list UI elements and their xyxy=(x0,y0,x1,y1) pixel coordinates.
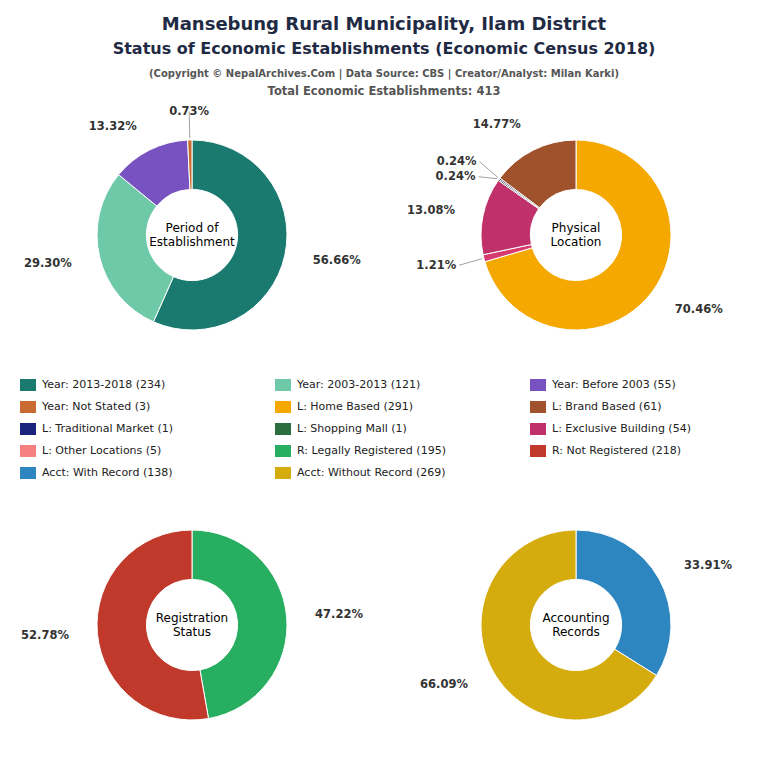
legend-label: L: Brand Based (61) xyxy=(552,400,661,413)
legend-swatch xyxy=(275,467,291,479)
donut-chart: 47.22% 52.78% RegistrationStatus xyxy=(21,530,363,720)
donut-chart: 33.91% 66.09% AccountingRecords xyxy=(420,530,732,720)
slice xyxy=(481,530,656,720)
legend-swatch xyxy=(275,423,291,435)
legend-label: L: Exclusive Building (54) xyxy=(552,422,691,435)
legend-swatch xyxy=(20,445,36,457)
annotation: Total Economic Establishments: 413 xyxy=(268,84,501,98)
legend-swatch xyxy=(20,379,36,391)
leader-line xyxy=(478,177,497,179)
legend-swatch xyxy=(530,379,546,391)
legend-label: R: Legally Registered (195) xyxy=(297,444,446,457)
data-label: 0.24% xyxy=(437,154,477,168)
legend-label: Acct: Without Record (269) xyxy=(297,466,446,479)
legend-swatch xyxy=(530,401,546,413)
legend-label: R: Not Registered (218) xyxy=(552,444,681,457)
slice xyxy=(576,530,671,675)
slice xyxy=(119,140,190,206)
legend-swatch xyxy=(20,423,36,435)
legend-label: Year: Before 2003 (55) xyxy=(551,378,676,391)
legend-swatch xyxy=(275,379,291,391)
legend-label: Acct: With Record (138) xyxy=(42,466,173,479)
legend-label: Year: 2013-2018 (234) xyxy=(41,378,165,391)
data-label: 1.21% xyxy=(416,258,456,272)
legend-label: L: Shopping Mall (1) xyxy=(297,422,407,435)
legend-swatch xyxy=(275,401,291,413)
center-label: RegistrationStatus xyxy=(156,611,228,639)
legend-label: L: Traditional Market (1) xyxy=(42,422,173,435)
center-label: PhysicalLocation xyxy=(551,221,602,249)
legend: Year: 2013-2018 (234) Year: 2003-2013 (12… xyxy=(20,378,691,479)
data-label: 66.09% xyxy=(420,677,468,691)
legend-swatch xyxy=(20,467,36,479)
data-label: 52.78% xyxy=(21,628,69,642)
center-label: AccountingRecords xyxy=(542,611,609,639)
data-label: 29.30% xyxy=(24,256,72,270)
data-label: 14.77% xyxy=(473,117,521,131)
data-label: 56.66% xyxy=(313,253,361,267)
donut-chart: 70.46% 1.21% 13.08% 0.24%0.24% 14.77% Physica… xyxy=(407,117,723,330)
slice xyxy=(188,140,192,189)
data-label: 70.46% xyxy=(675,302,723,316)
annotation: (Copyright © NepalArchives.Com | Data So… xyxy=(149,68,619,80)
legend-label: Year: Not Stated (3) xyxy=(41,400,150,413)
legend-label: L: Home Based (291) xyxy=(297,400,413,413)
subtitle: Status of Economic Establishments (Econo… xyxy=(113,39,656,58)
legend-label: L: Other Locations (5) xyxy=(42,444,161,457)
legend-swatch xyxy=(20,401,36,413)
legend-swatch xyxy=(530,445,546,457)
figure: Mansebung Rural Municipality, Ilam Distr… xyxy=(0,0,768,768)
data-label: 47.22% xyxy=(315,607,363,621)
legend-swatch xyxy=(275,445,291,457)
data-label: 0.24% xyxy=(436,169,476,183)
leader-line xyxy=(459,259,482,266)
data-label: 13.08% xyxy=(407,203,455,217)
legend-label: Year: 2003-2013 (121) xyxy=(296,378,420,391)
legend-swatch xyxy=(530,423,546,435)
data-label: 0.73% xyxy=(169,104,209,118)
center-label: Period ofEstablishment xyxy=(149,221,235,249)
donut-chart: 56.66% 29.30% 13.32% 0.73% Period ofEstablis… xyxy=(24,104,361,330)
data-label: 13.32% xyxy=(89,119,137,133)
leader-line xyxy=(480,162,498,178)
background xyxy=(0,0,768,768)
title: Mansebung Rural Municipality, Ilam Distr… xyxy=(162,13,607,34)
slice xyxy=(500,140,576,208)
data-label: 33.91% xyxy=(684,558,732,572)
